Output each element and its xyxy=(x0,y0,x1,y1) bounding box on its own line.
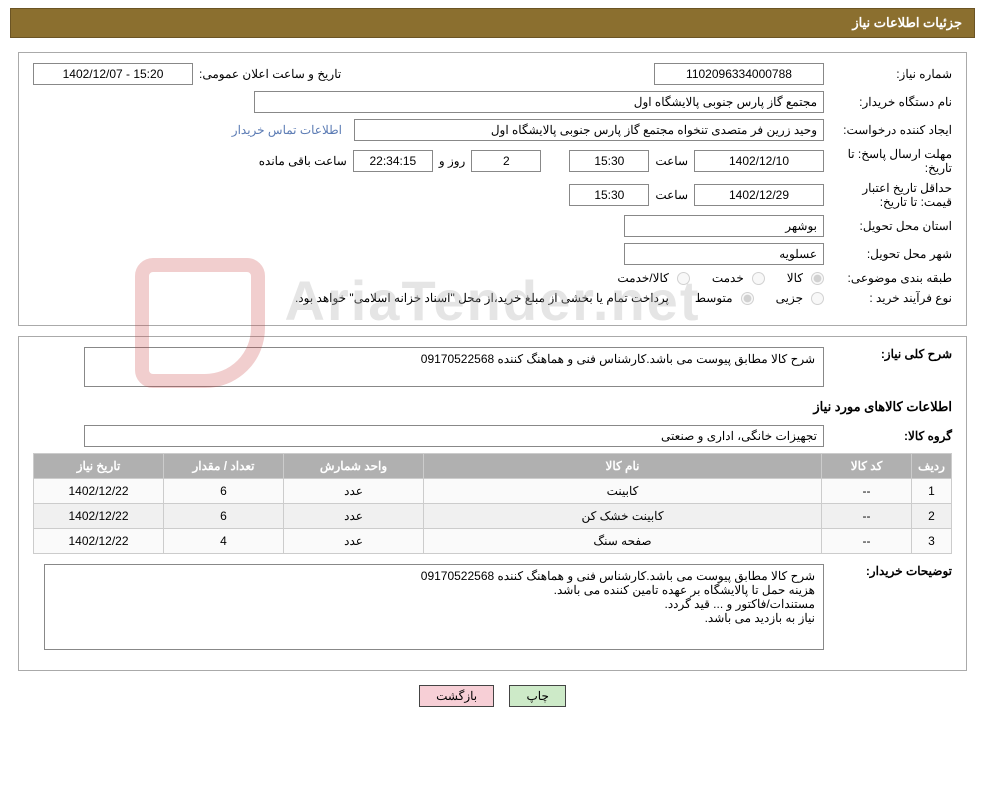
requester-value: وحید زرین فر متصدی تنخواه مجتمع گاز پارس… xyxy=(354,119,824,141)
table-cell: صفحه سنگ xyxy=(424,529,822,554)
table-cell: 3 xyxy=(912,529,952,554)
need-no-value: 1102096334000788 xyxy=(654,63,824,85)
time-label-1: ساعت xyxy=(649,154,694,168)
th-name: نام کالا xyxy=(424,454,822,479)
countdown: 22:34:15 xyxy=(353,150,433,172)
table-cell: 6 xyxy=(164,504,284,529)
buyer-org-value: مجتمع گاز پارس جنوبی پالایشگاه اول xyxy=(254,91,824,113)
page-title: جزئیات اطلاعات نیاز xyxy=(852,15,962,30)
need-no-label: شماره نیاز: xyxy=(824,67,952,81)
announce-value: 1402/12/07 - 15:20 xyxy=(33,63,193,85)
details-panel: شماره نیاز: 1102096334000788 تاریخ و ساع… xyxy=(18,52,967,326)
deadline-date: 1402/12/10 xyxy=(694,150,824,172)
radio-goods xyxy=(811,272,824,285)
radio-service xyxy=(752,272,765,285)
th-date: تاریخ نیاز xyxy=(34,454,164,479)
table-cell: 1402/12/22 xyxy=(34,529,164,554)
table-row: 1--کابینتعدد61402/12/22 xyxy=(34,479,952,504)
deadline-label: مهلت ارسال پاسخ: تا تاریخ: xyxy=(824,147,952,175)
buyer-notes-text: شرح کالا مطابق پیوست می باشد.کارشناس فنی… xyxy=(44,564,824,650)
city-label: شهر محل تحویل: xyxy=(824,247,952,261)
table-cell: 1402/12/22 xyxy=(34,479,164,504)
city-value: عسلویه xyxy=(624,243,824,265)
buyer-contact-link[interactable]: اطلاعات تماس خریدار xyxy=(232,123,342,137)
radio-medium xyxy=(741,292,754,305)
radio-minor xyxy=(811,292,824,305)
table-row: 3--صفحه سنگعدد41402/12/22 xyxy=(34,529,952,554)
category-label: طبقه بندی موضوعی: xyxy=(824,271,952,285)
min-valid-time: 15:30 xyxy=(569,184,649,206)
table-cell: کابینت xyxy=(424,479,822,504)
back-button[interactable]: بازگشت xyxy=(419,685,494,707)
desc-label: شرح کلی نیاز: xyxy=(824,347,952,361)
buyer-org-label: نام دستگاه خریدار: xyxy=(824,95,952,109)
group-label: گروه کالا: xyxy=(824,429,952,443)
table-cell: کابینت خشک کن xyxy=(424,504,822,529)
table-row: 2--کابینت خشک کنعدد61402/12/22 xyxy=(34,504,952,529)
table-cell: -- xyxy=(822,504,912,529)
table-cell: عدد xyxy=(284,529,424,554)
province-label: استان محل تحویل: xyxy=(824,219,952,233)
days-remaining: 2 xyxy=(471,150,541,172)
time-label-2: ساعت xyxy=(649,188,694,202)
button-row: چاپ بازگشت xyxy=(0,685,985,707)
proc-type-radio-group: جزیی متوسط xyxy=(677,291,824,305)
table-cell: 1402/12/22 xyxy=(34,504,164,529)
th-qty: تعداد / مقدار xyxy=(164,454,284,479)
requester-label: ایجاد کننده درخواست: xyxy=(824,123,952,137)
table-cell: 6 xyxy=(164,479,284,504)
remaining-label: ساعت باقی مانده xyxy=(253,154,353,168)
radio-goods-label: کالا xyxy=(787,271,803,285)
table-header-row: ردیف کد کالا نام کالا واحد شمارش تعداد /… xyxy=(34,454,952,479)
proc-type-label: نوع فرآیند خرید : xyxy=(824,291,952,305)
table-cell: 4 xyxy=(164,529,284,554)
table-cell: عدد xyxy=(284,479,424,504)
th-code: کد کالا xyxy=(822,454,912,479)
category-radio-group: کالا خدمت کالا/خدمت xyxy=(599,271,824,285)
table-cell: -- xyxy=(822,529,912,554)
items-table: ردیف کد کالا نام کالا واحد شمارش تعداد /… xyxy=(33,453,952,554)
group-value: تجهیزات خانگی، اداری و صنعتی xyxy=(84,425,824,447)
buyer-notes-label: توضیحات خریدار: xyxy=(824,564,952,578)
days-word: روز و xyxy=(433,154,472,168)
items-header: اطلاعات کالاهای مورد نیاز xyxy=(33,399,952,415)
need-info-panel: شرح کلی نیاز: شرح کالا مطابق پیوست می با… xyxy=(18,336,967,671)
min-valid-label: حداقل تاریخ اعتبار قیمت: تا تاریخ: xyxy=(824,181,952,209)
th-unit: واحد شمارش xyxy=(284,454,424,479)
th-row: ردیف xyxy=(912,454,952,479)
proc-note: پرداخت تمام یا بخشی از مبلغ خرید،از محل … xyxy=(295,291,669,305)
deadline-time: 15:30 xyxy=(569,150,649,172)
table-cell: عدد xyxy=(284,504,424,529)
desc-text: شرح کالا مطابق پیوست می باشد.کارشناس فنی… xyxy=(84,347,824,387)
min-valid-date: 1402/12/29 xyxy=(694,184,824,206)
province-value: بوشهر xyxy=(624,215,824,237)
radio-service-label: خدمت xyxy=(712,271,744,285)
radio-goods-service-label: کالا/خدمت xyxy=(617,271,668,285)
radio-medium-label: متوسط xyxy=(695,291,733,305)
table-cell: -- xyxy=(822,479,912,504)
announce-label: تاریخ و ساعت اعلان عمومی: xyxy=(193,67,347,81)
page-header: جزئیات اطلاعات نیاز xyxy=(10,8,975,38)
table-cell: 1 xyxy=(912,479,952,504)
radio-minor-label: جزیی xyxy=(776,291,803,305)
print-button[interactable]: چاپ xyxy=(509,685,565,707)
radio-goods-service xyxy=(677,272,690,285)
table-cell: 2 xyxy=(912,504,952,529)
